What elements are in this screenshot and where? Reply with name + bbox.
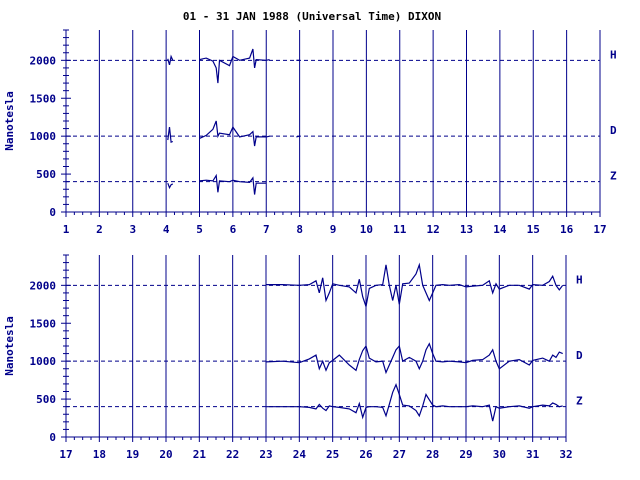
x-tick-label: 15 [527,223,540,236]
x-tick-label: 18 [93,448,106,461]
x-tick-label: 6 [230,223,237,236]
component-label-h: H [576,273,583,286]
component-label-h: H [610,48,617,61]
x-tick-label: 28 [426,448,439,461]
y-tick-label: 1500 [30,317,57,330]
series-z-line [199,173,267,195]
x-tick-label: 2 [96,223,103,236]
x-tick-label: 10 [360,223,373,236]
panel-bottom: 0 500 1000 1500 2000 17 18 19 20 21 22 23 24 25 26 27 28… [3,254,583,461]
x-tick-label: 13 [460,223,473,236]
series-d-line [296,135,300,138]
y-tick-label: 0 [49,431,56,444]
y-axis-label: Nanotesla [3,91,16,151]
y-tick-label: 500 [36,168,56,181]
y-tick-label: 1000 [30,130,57,143]
component-label-d: D [576,349,583,362]
x-tick-label: 25 [326,448,339,461]
x-tick-label: 17 [59,448,72,461]
y-tick-label: 2000 [30,279,57,292]
x-tick-label: 8 [296,223,303,236]
x-tick-label: 21 [193,448,207,461]
x-tick-label: 30 [493,448,506,461]
x-tick-label: 11 [393,223,407,236]
series-d-line [199,120,270,147]
x-tick-label: 1 [63,223,70,236]
series-d-line [167,127,174,144]
y-tick-label: 500 [36,393,56,406]
y-tick-label: 1000 [30,355,57,368]
x-tick-label: 5 [196,223,203,236]
y-tick-label: 0 [49,206,56,219]
series-z-line [167,182,174,190]
x-tick-label: 26 [359,448,373,461]
x-tick-label: 9 [330,223,337,236]
x-tick-label: 17 [593,223,606,236]
series-d-line [265,342,563,375]
series-h-line [266,262,564,307]
x-tick-label: 24 [293,448,307,461]
x-tick-label: 29 [459,448,472,461]
y-tick-label: 2000 [30,54,57,67]
component-label-z: Z [610,170,617,183]
y-axis-label: Nanotesla [3,316,16,376]
x-tick-label: 19 [126,448,139,461]
series-h-line [199,48,270,84]
x-tick-label: 27 [393,448,406,461]
x-tick-label: 22 [226,448,239,461]
x-tick-label: 31 [526,448,540,461]
x-tick-label: 20 [159,448,172,461]
x-tick-label: 3 [129,223,136,236]
x-tick-label: 23 [259,448,272,461]
x-tick-label: 7 [263,223,270,236]
x-tick-label: 4 [163,223,170,236]
chart-title: 01 - 31 JAN 1988 (Universal Time) DIXON [183,10,441,23]
x-tick-label: 14 [493,223,507,236]
x-tick-label: 16 [560,223,574,236]
x-tick-label: 32 [559,448,572,461]
series-z-line [266,383,563,422]
x-tick-label: 12 [427,223,440,236]
component-label-d: D [610,124,617,137]
component-label-z: Z [576,395,583,408]
y-tick-label: 1500 [30,92,57,105]
series-h-line [167,54,174,66]
